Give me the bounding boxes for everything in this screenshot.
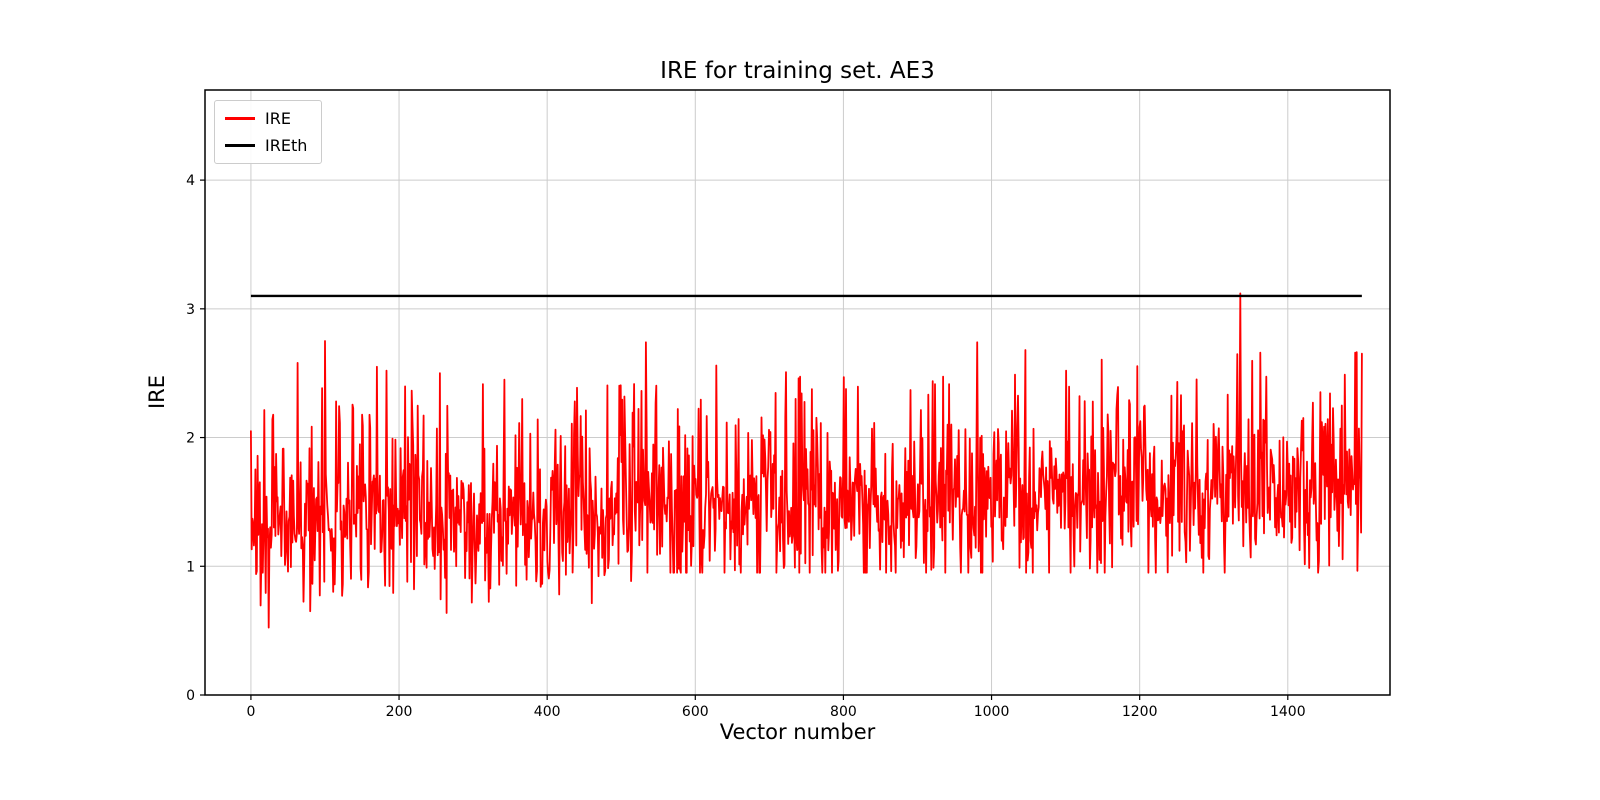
chart-title: IRE for training set. AE3 (660, 58, 935, 84)
legend: IRE IREth (214, 100, 323, 164)
legend-line-sample-ire (225, 117, 255, 120)
svg-text:0: 0 (186, 688, 195, 704)
svg-text:800: 800 (830, 704, 857, 720)
legend-item-ireth: IREth (225, 136, 307, 155)
svg-text:1400: 1400 (1270, 704, 1306, 720)
legend-item-ire: IRE (225, 109, 307, 128)
svg-text:1200: 1200 (1122, 704, 1158, 720)
x-axis-label: Vector number (719, 720, 876, 744)
svg-text:400: 400 (534, 704, 561, 720)
legend-label-ireth: IREth (265, 136, 308, 155)
svg-text:1: 1 (186, 559, 195, 575)
svg-text:200: 200 (386, 704, 413, 720)
svg-text:600: 600 (682, 704, 709, 720)
legend-line-sample-ireth (225, 144, 255, 147)
svg-text:3: 3 (186, 302, 195, 318)
legend-label-ire: IRE (265, 109, 291, 128)
svg-text:0: 0 (246, 704, 255, 720)
y-axis-label: IRE (145, 374, 169, 410)
svg-text:2: 2 (186, 431, 195, 447)
svg-text:1000: 1000 (974, 704, 1010, 720)
svg-text:4: 4 (186, 173, 195, 189)
